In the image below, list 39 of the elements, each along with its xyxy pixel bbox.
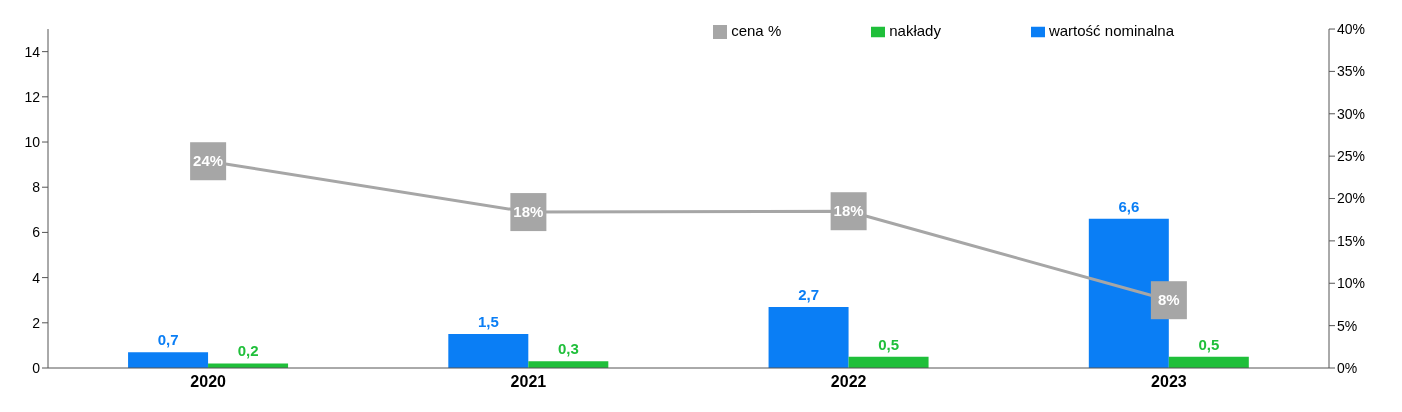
data-label: 24% [193, 152, 224, 170]
y-tick-label: 14 [24, 43, 41, 60]
data-label: 8% [1158, 291, 1180, 309]
data-label: 1,5 [477, 313, 499, 331]
y-tick-label: 2 [32, 314, 41, 331]
y-tick-label: 6 [32, 224, 41, 241]
x-tick-label: 2023 [1151, 373, 1187, 391]
data-label: 0,2 [237, 342, 259, 360]
data-label: 0,5 [878, 335, 899, 353]
legend-label: nakłady [889, 22, 941, 39]
data-label: 2,7 [798, 285, 819, 303]
y-tick-label: 0 [32, 359, 41, 376]
y2-tick-label: 25% [1337, 148, 1366, 165]
y2-tick-label: 10% [1337, 275, 1366, 292]
y2-tick-label: 30% [1337, 105, 1366, 122]
y2-tick-label: 15% [1337, 232, 1366, 249]
data-label: 18% [513, 203, 544, 221]
data-label: 0,7 [157, 331, 179, 349]
x-tick-label: 2021 [510, 373, 547, 391]
x-tick-label: 2022 [830, 373, 867, 391]
y2-tick-label: 20% [1337, 190, 1366, 207]
y-tick-label: 10 [24, 133, 41, 150]
data-label: 18% [833, 202, 864, 220]
y-tick-label: 8 [32, 179, 41, 196]
y2-tick-label: 40% [1337, 21, 1366, 37]
y-tick-label: 12 [24, 88, 41, 105]
legend-label: cena % [731, 22, 782, 39]
data-label: 0,5 [1198, 335, 1220, 353]
y2-tick-label: 5% [1337, 317, 1358, 334]
legend-label: wartość nominalna [1048, 22, 1174, 39]
x-tick-label: 2020 [190, 373, 227, 391]
y2-tick-label: 35% [1337, 63, 1366, 80]
bar [768, 306, 849, 368]
y-tick-label: 4 [32, 269, 41, 286]
bar [128, 352, 209, 368]
data-label: 6,6 [1118, 197, 1140, 215]
bar [448, 334, 529, 368]
data-label: 0,3 [557, 340, 579, 358]
y2-tick-label: 0% [1337, 359, 1358, 376]
